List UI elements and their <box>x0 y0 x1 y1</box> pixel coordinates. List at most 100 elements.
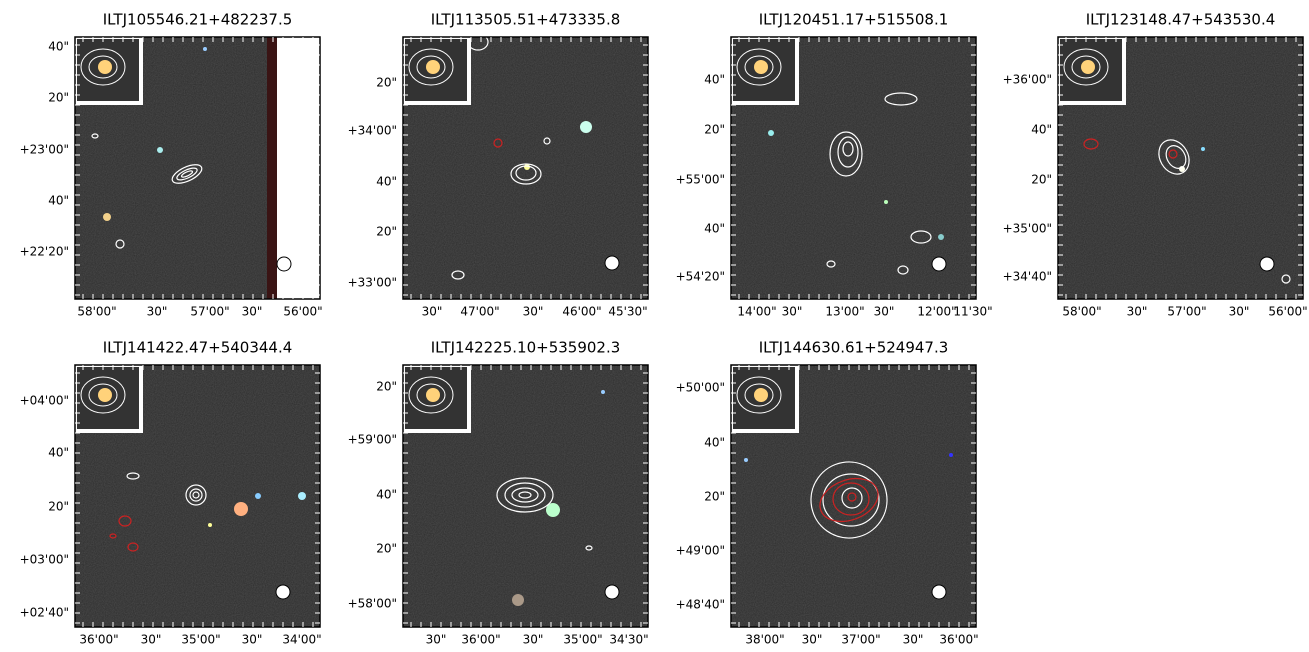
contour <box>1168 149 1178 159</box>
inset-contour <box>736 48 782 86</box>
contour <box>176 167 198 181</box>
y-tick-label: 20" <box>376 380 397 394</box>
contour <box>837 136 859 168</box>
x-tick-label: 36'00" <box>461 633 500 647</box>
y-tick-label: +22'20" <box>20 245 69 259</box>
beam <box>604 584 620 600</box>
x-tick-label: 56'00" <box>1268 305 1307 319</box>
inset-contour <box>416 383 446 407</box>
star <box>546 503 560 517</box>
star <box>580 121 592 133</box>
inset-source <box>98 388 112 402</box>
contour <box>585 545 593 551</box>
frame <box>1057 36 1304 300</box>
contour <box>496 477 554 513</box>
inset-contour <box>80 48 126 86</box>
y-tick-label: +59'00" <box>348 433 397 447</box>
contour <box>451 270 465 280</box>
y-tick-label: +50'00" <box>676 381 725 395</box>
star <box>203 47 207 51</box>
x-tick-label: 30" <box>523 305 544 319</box>
y-tick-label: +33'00" <box>348 276 397 290</box>
x-tick-label: 12'00" <box>917 305 956 319</box>
contour <box>543 137 551 145</box>
x-tick-label: 57'00" <box>1167 305 1206 319</box>
frame <box>74 364 321 628</box>
x-tick-label: 47'00" <box>460 305 499 319</box>
x-tick-label: 30" <box>782 305 803 319</box>
contour <box>180 170 194 178</box>
frame <box>402 364 649 628</box>
panel: ILTJ105546.21+482237.5 40" 20" +23'00" 40" +2… <box>20 11 323 319</box>
y-tick-label: 40" <box>376 175 397 189</box>
beam <box>604 255 620 271</box>
contour <box>810 461 888 539</box>
inset-source <box>754 60 768 74</box>
x-tick-label: 36'00" <box>79 633 118 647</box>
contour <box>842 141 854 157</box>
contour <box>841 487 863 509</box>
y-tick-label: 40" <box>704 436 725 450</box>
contour <box>91 133 99 139</box>
x-tick-label: 14'00" <box>737 305 776 319</box>
contour <box>504 482 546 508</box>
frame <box>74 36 321 300</box>
inset-contour <box>408 376 454 414</box>
x-tick-label: 30" <box>242 633 263 647</box>
contour <box>115 239 125 249</box>
frame <box>402 36 649 300</box>
x-tick-label: 45'30" <box>608 305 647 319</box>
panel: ILTJ120451.17+515508.1 40" 20" +55'00" 40" +5… <box>676 11 993 319</box>
contour <box>1083 138 1099 150</box>
panel: ILTJ141422.47+540344.4 +04'00" 40" 20" +03'0… <box>20 339 322 647</box>
y-tick-label: 40" <box>48 446 69 460</box>
star <box>524 164 530 170</box>
inset-source <box>1081 60 1095 74</box>
frame <box>730 36 977 300</box>
star <box>157 147 163 153</box>
star <box>938 234 944 240</box>
star <box>512 594 524 606</box>
star <box>208 523 212 527</box>
contour <box>109 533 117 539</box>
y-tick-label: +04'00" <box>20 394 69 408</box>
contour <box>118 515 132 527</box>
inset-contour <box>736 376 782 414</box>
y-tick-label: 20" <box>48 500 69 514</box>
x-tick-label: 30" <box>523 633 544 647</box>
beam <box>1259 256 1275 272</box>
panel-title: ILTJ120451.17+515508.1 <box>759 11 949 29</box>
inset-contour <box>744 383 774 407</box>
y-tick-label: +34'00" <box>348 124 397 138</box>
y-tick-label: 40" <box>376 488 397 502</box>
y-tick-label: 20" <box>376 76 397 90</box>
contour <box>826 260 836 268</box>
star <box>234 502 248 516</box>
contour <box>171 164 203 184</box>
x-tick-label: 30" <box>147 305 168 319</box>
no-data <box>277 37 320 299</box>
x-tick-label: 30" <box>874 305 895 319</box>
x-tick-label: 35'00" <box>563 633 602 647</box>
inset-contour <box>744 55 774 79</box>
panel: ILTJ113505.51+473335.8 20" +34'00" 40" 20" +3… <box>348 11 649 319</box>
x-tick-label: 30" <box>242 305 263 319</box>
inset-contour <box>408 48 454 86</box>
panel: ILTJ123148.47+543530.4 +36'00" 40" 20" +35'0… <box>1003 11 1308 319</box>
contour <box>822 473 880 527</box>
x-tick-label: 30" <box>422 305 443 319</box>
star <box>1201 147 1205 151</box>
panel-title: ILTJ105546.21+482237.5 <box>103 11 293 29</box>
y-tick-label: +48'40" <box>676 598 725 612</box>
y-tick-label: +58'00" <box>348 597 397 611</box>
y-tick-label: +55'00" <box>676 173 725 187</box>
y-tick-label: 40" <box>704 222 725 236</box>
x-tick-label: 58'00" <box>77 305 116 319</box>
x-tick-label: 30" <box>1127 305 1148 319</box>
contour <box>884 92 918 106</box>
inset-contour <box>416 55 446 79</box>
contour <box>126 472 140 480</box>
inset-contour <box>1071 55 1101 79</box>
y-tick-label: 40" <box>48 40 69 54</box>
